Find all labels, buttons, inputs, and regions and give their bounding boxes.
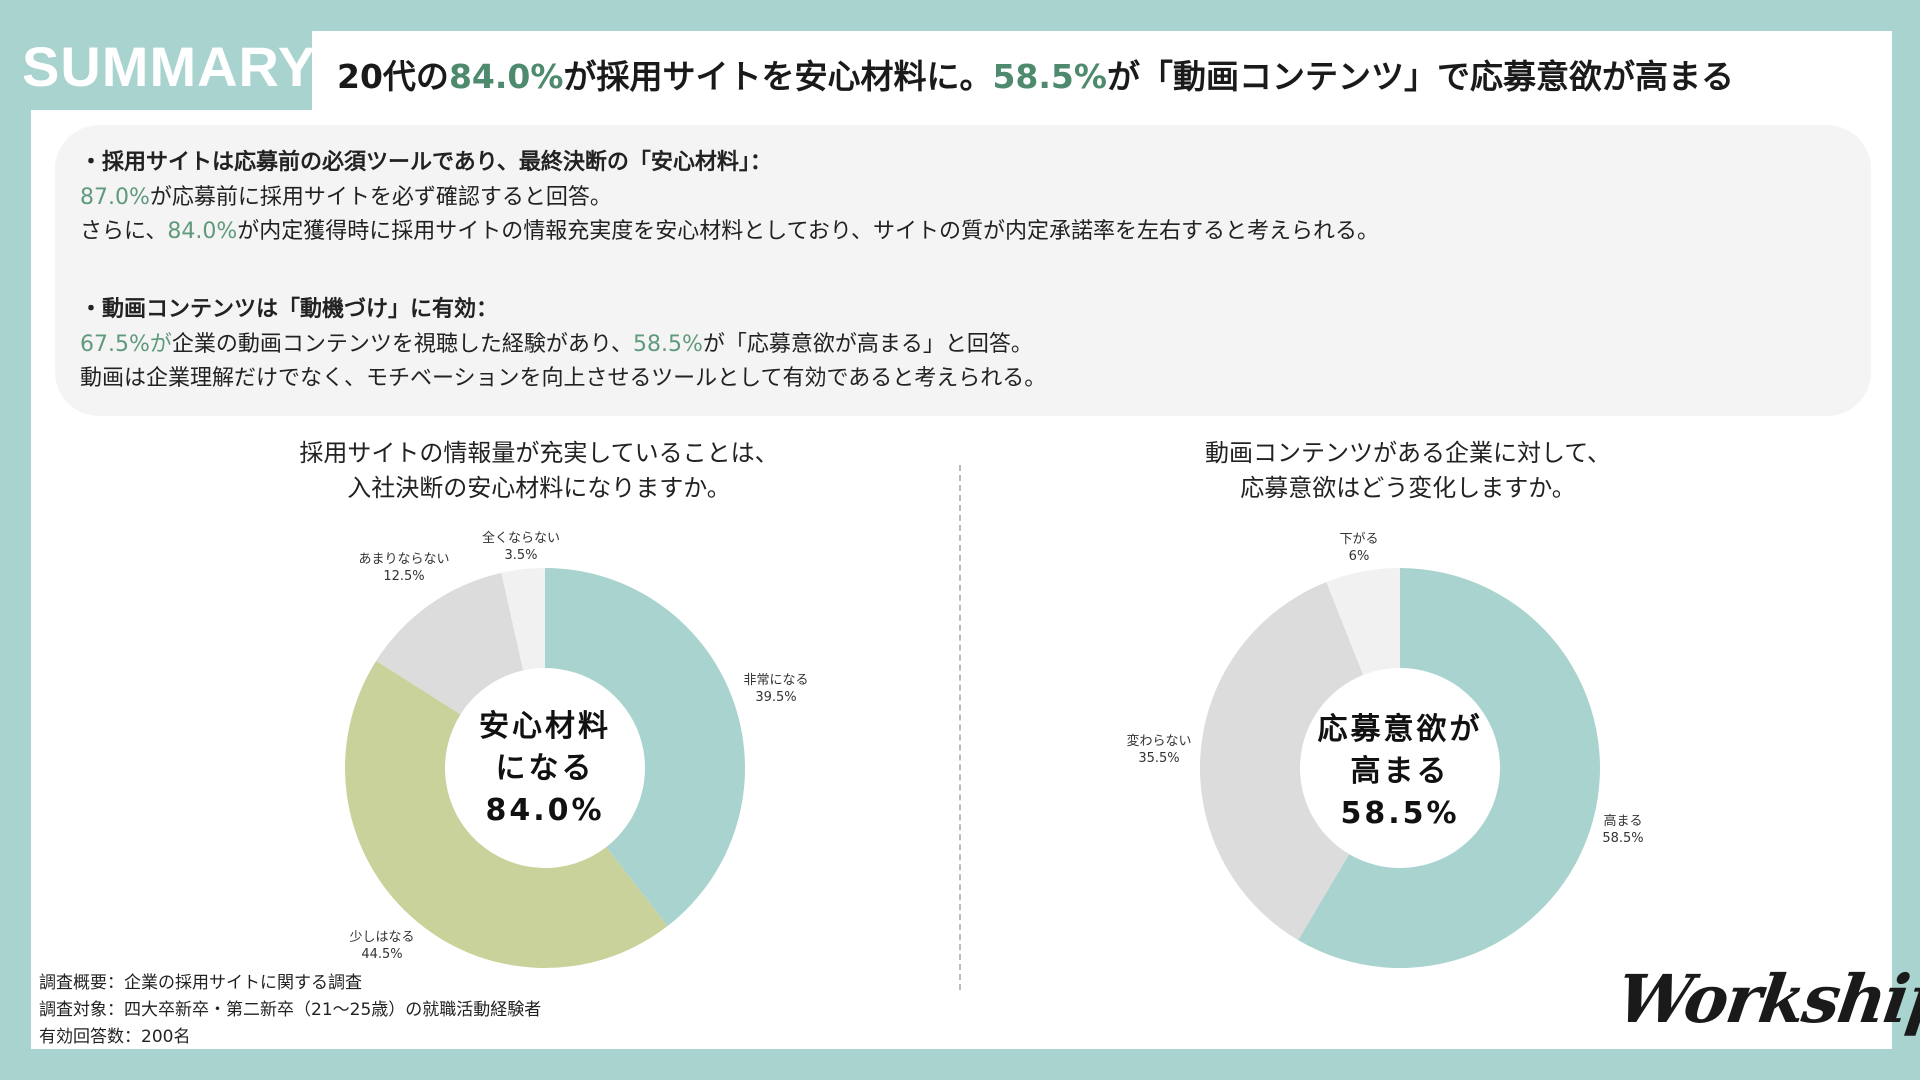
chart2-title: 動画コンテンツがある企業に対して、 応募意欲はどう変化しますか。 (1058, 436, 1758, 506)
label-text: 少しはなる (349, 930, 415, 945)
survey-note: 調査概要：企業の採用サイトに関する調査 (39, 973, 362, 993)
center-line: になる (495, 751, 595, 786)
title-highlight: 84.0% (448, 57, 564, 96)
center-line: 高まる (1350, 754, 1450, 789)
chart2-center-text: 応募意欲が高まる 58.5% (1290, 709, 1510, 835)
chart2-slice-2 (1326, 568, 1400, 676)
chart2-label-0: 高まる 58.5% (1602, 813, 1643, 847)
title-highlight: 58.5% (992, 57, 1107, 96)
title-line: 応募意欲はどう変化しますか。 (1240, 474, 1576, 502)
summary-badge: SUMMARY (22, 35, 317, 98)
label-value: 58.5% (1602, 831, 1644, 846)
stat: 67.5%が (80, 332, 172, 357)
label-text: 全くならない (481, 531, 561, 546)
center-value: 84.0% (485, 793, 605, 828)
stat: 84.0% (167, 219, 238, 244)
label-text: 非常になる (743, 673, 809, 688)
chart2-slice-0 (1298, 568, 1601, 968)
chart1-label-3: 全くならない 3.5% (482, 530, 560, 564)
label-value: 39.5% (755, 690, 797, 705)
chart1-title: 採用サイトの情報量が充実していることは、 入社決断の安心材料になりますか。 (189, 436, 889, 506)
title-part: が採用サイトを安心材料に。 (563, 57, 993, 96)
page-title: 20代の84.0%が採用サイトを安心材料に。58.5%が「動画コンテンツ」で応募… (337, 50, 1734, 98)
chart1-slice-3 (501, 568, 545, 671)
stat: 58.5% (633, 332, 703, 357)
label-value: 44.5% (361, 947, 403, 962)
title-line: 入社決断の安心材料になりますか。 (347, 474, 731, 502)
chart1-label-2: あまりならない 12.5% (358, 551, 449, 585)
workship-logo: Workship (1612, 960, 1920, 1038)
survey-note: 調査対象：四大卒新卒・第二新卒（21〜25歳）の就職活動経験者 (39, 1000, 542, 1020)
title-part: 20代の (337, 57, 449, 96)
stat: 87.0% (80, 185, 150, 210)
center-line: 安心材料 (479, 709, 611, 744)
label-text: 高まる (1603, 814, 1643, 829)
label-text: 下がる (1339, 532, 1379, 547)
center-line: 応募意欲が (1317, 712, 1483, 747)
text: が内定獲得時に採用サイトの情報充実度を安心材料としており、サイトの質が内定承諾率… (237, 219, 1380, 244)
point2-heading: ・動画コンテンツは「動機づけ」に有効： (80, 297, 499, 322)
chart1-label-0: 非常になる 39.5% (743, 672, 808, 706)
survey-note: 有効回答数：200名 (39, 1027, 191, 1047)
point2-line1: 67.5%が企業の動画コンテンツを視聴した経験があり、58.5%が「応募意欲が高… (80, 326, 1033, 358)
chart1-slice-1 (345, 660, 668, 968)
label-text: あまりならない (358, 552, 450, 567)
chart1-slice-2 (376, 572, 524, 715)
title-bar (312, 31, 1892, 111)
label-value: 12.5% (383, 569, 425, 584)
label-value: 6% (1348, 549, 1370, 564)
chart1-slice-0 (545, 568, 746, 927)
center-value: 58.5% (1340, 796, 1460, 831)
chart1-label-1: 少しはなる 44.5% (349, 929, 414, 963)
text: が応募前に採用サイトを必ず確認すると回答。 (149, 185, 612, 210)
chart2-slice-1 (1200, 582, 1364, 941)
chart2-label-2: 下がる 6% (1339, 531, 1378, 565)
point2-line2: 動画は企業理解だけでなく、モチベーションを向上させるツールとして有効であると考え… (80, 366, 1047, 391)
divider (959, 465, 961, 990)
label-value: 35.5% (1138, 751, 1180, 766)
title-part: が「動画コンテンツ」で応募意欲が高まる (1106, 57, 1734, 96)
label-value: 3.5% (504, 548, 538, 563)
text: さらに、 (80, 219, 168, 244)
text: が「応募意欲が高まる」と回答。 (702, 332, 1033, 357)
title-line: 採用サイトの情報量が充実していることは、 (299, 439, 779, 467)
point1-heading: ・採用サイトは応募前の必須ツールであり、最終決断の「安心材料」： (80, 150, 772, 175)
point1-line2: さらに、84.0%が内定獲得時に採用サイトの情報充実度を安心材料としており、サイ… (80, 213, 1379, 245)
point1-line1: 87.0%が応募前に採用サイトを必ず確認すると回答。 (80, 179, 612, 211)
chart1-center-text: 安心材料になる 84.0% (435, 706, 655, 832)
summary-box (55, 125, 1871, 416)
title-line: 動画コンテンツがある企業に対して、 (1204, 439, 1612, 467)
text: 企業の動画コンテンツを視聴した経験があり、 (171, 332, 634, 357)
label-text: 変わらない (1126, 734, 1192, 749)
chart2-label-1: 変わらない 35.5% (1126, 733, 1191, 767)
